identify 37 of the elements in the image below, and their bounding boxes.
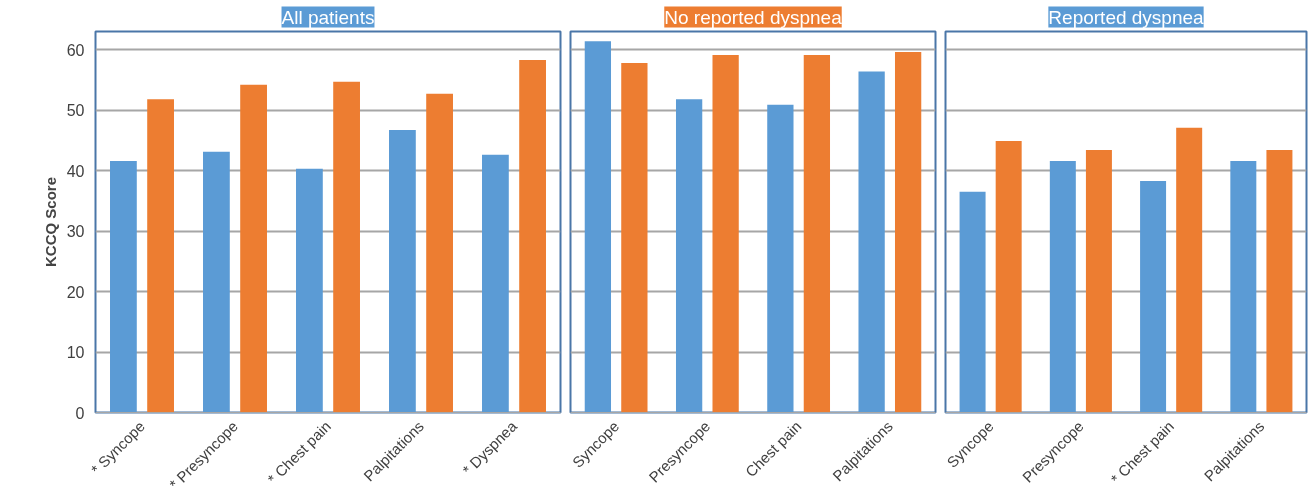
bar <box>110 160 137 413</box>
bar <box>803 55 831 413</box>
y-tick-label: 20 <box>66 283 85 301</box>
bar <box>995 140 1022 413</box>
chart-title: Reported dyspnea <box>1048 6 1205 28</box>
y-tick-label: 40 <box>66 162 85 180</box>
bar <box>1049 160 1076 413</box>
y-tick-label: 60 <box>66 41 85 59</box>
bar <box>584 41 612 413</box>
bar <box>519 59 546 413</box>
bar <box>1140 180 1167 413</box>
bar <box>1230 160 1257 413</box>
y-tick-label: 10 <box>66 344 85 362</box>
chart-title: All patients <box>281 6 375 28</box>
bar <box>959 191 986 413</box>
bar <box>712 55 739 413</box>
bar <box>426 93 453 413</box>
bar <box>767 104 794 413</box>
y-tick-label: 50 <box>66 102 85 120</box>
bar <box>147 99 174 413</box>
bar <box>1266 150 1293 413</box>
chart-title: No reported dyspnea <box>664 6 843 28</box>
bar <box>621 62 648 413</box>
bar <box>1176 127 1203 413</box>
y-axis-title: KCCQ Score <box>41 176 59 268</box>
bar <box>894 52 922 413</box>
y-tick-label: 0 <box>75 404 85 422</box>
bar <box>675 99 703 413</box>
bar <box>1085 150 1112 413</box>
bar <box>240 84 267 413</box>
bar <box>482 154 509 413</box>
bar <box>389 130 416 413</box>
bar <box>296 168 323 413</box>
y-tick-label: 30 <box>66 223 85 241</box>
bar <box>333 81 360 413</box>
bar <box>858 71 885 413</box>
bar <box>203 151 230 413</box>
